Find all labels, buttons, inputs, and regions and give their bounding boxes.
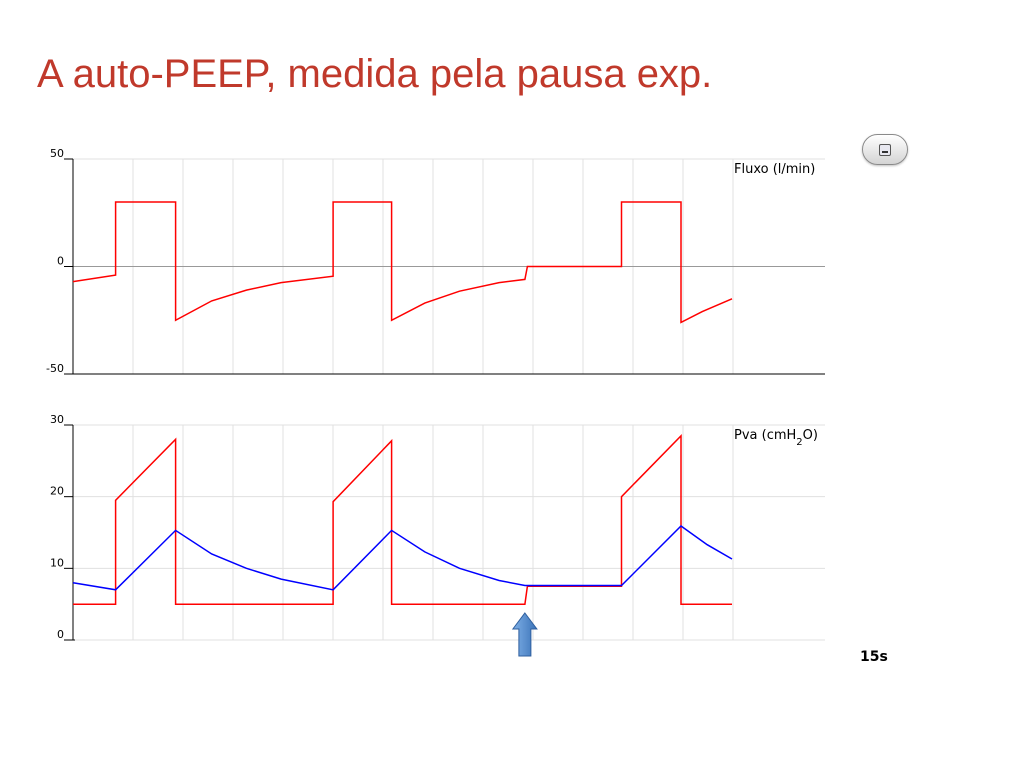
y-tick-label: 50 bbox=[50, 147, 64, 160]
time-scale-label: 15s bbox=[860, 649, 888, 665]
y-tick-label: 20 bbox=[50, 485, 64, 498]
y-tick-label: 30 bbox=[50, 413, 64, 426]
y-tick-label: 0 bbox=[57, 255, 64, 268]
y-tick-label: -50 bbox=[46, 362, 64, 375]
trace-layer bbox=[72, 201, 733, 605]
trace-red-series bbox=[73, 433, 732, 605]
panel-label: Pva (cmH2O) bbox=[734, 428, 818, 448]
label-layer: 50 0 -50 Fluxo (l/min) 30 20 10 0 Pva (cmH2O) 15s bbox=[46, 147, 888, 665]
y-tick-label: 0 bbox=[57, 628, 64, 641]
panel-label: Fluxo (l/min) bbox=[734, 162, 815, 177]
pause-marker-arrow-icon bbox=[511, 612, 538, 657]
grid-layer bbox=[72, 158, 825, 641]
slide-title: A auto-PEEP, medida pela pausa exp. bbox=[37, 52, 713, 96]
trace-red-series bbox=[72, 201, 733, 324]
window-icon bbox=[879, 144, 891, 156]
trace-blue-series bbox=[72, 525, 733, 591]
toggle-window-button[interactable] bbox=[862, 134, 908, 165]
y-tick-label: 10 bbox=[50, 556, 64, 569]
